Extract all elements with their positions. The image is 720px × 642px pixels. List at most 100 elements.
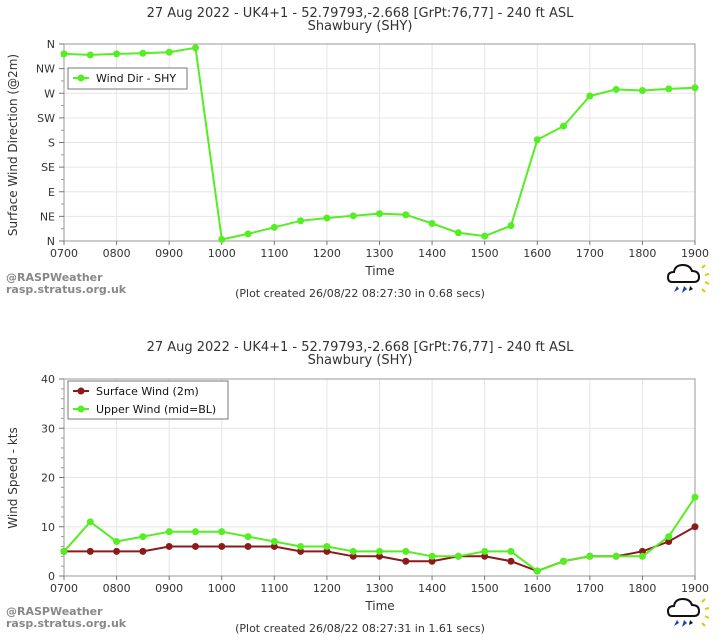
- chart1-x-tick-label: 1100: [260, 247, 288, 260]
- chart2-series-1-point: [218, 542, 226, 550]
- chart1-series-1-point: [454, 229, 462, 237]
- chart2-x-tick-label: 1600: [523, 582, 551, 595]
- chart2-x-tick-label: 1500: [471, 582, 499, 595]
- chart2-series-1-point: [507, 557, 515, 565]
- chart2-legend-label-surface: Surface Wind (2m): [96, 385, 199, 398]
- chart1-series-1-point: [481, 232, 489, 240]
- chart1-footer: (Plot created 26/08/22 08:27:30 in 0.68 …: [235, 287, 485, 300]
- chart1-series-1-point: [402, 211, 410, 219]
- chart1-series-1-point: [428, 219, 436, 227]
- chart1-legend: Wind Dir - SHY: [67, 67, 188, 90]
- chart2-series-2-point: [586, 552, 594, 560]
- wind-direction-chart: 27 Aug 2022 - UK4+1 - 52.79793,-2.668 [G…: [6, 6, 710, 300]
- chart1-series-1-point: [507, 222, 515, 230]
- chart2-series-1-point: [297, 547, 305, 555]
- chart2-series-2-point: [638, 552, 646, 560]
- chart2-x-tick-label: 1000: [208, 582, 236, 595]
- chart2-x-tick-label: 1800: [628, 582, 656, 595]
- chart2-series-1-point: [691, 523, 699, 531]
- chart1-title: 27 Aug 2022 - UK4+1 - 52.79793,-2.668 [G…: [147, 6, 575, 21]
- chart1-x-tick-label: 0900: [155, 247, 183, 260]
- chart2-x-axis-label: Time: [364, 599, 394, 613]
- chart2-series-1-point: [244, 542, 252, 550]
- chart2-series-2-point: [218, 528, 226, 536]
- chart1-x-tick-label: 1800: [628, 247, 656, 260]
- chart2-series-2-point: [349, 547, 357, 555]
- chart2-series-1-point: [113, 547, 121, 555]
- chart1-series-1-point: [349, 212, 357, 220]
- chart1-series-1-point: [270, 223, 278, 231]
- chart2-y-tick-label: 10: [41, 521, 55, 534]
- chart1-series-1-point: [533, 136, 541, 144]
- chart2-series-1-point: [86, 547, 94, 555]
- chart1-x-axis-label: Time: [364, 264, 394, 278]
- chart2-legend-marker-upper: [77, 405, 85, 413]
- chart2-series-2-point: [297, 542, 305, 550]
- chart1-series-1-point: [586, 92, 594, 100]
- chart2-series-2-point: [165, 528, 173, 536]
- chart2-legend-label-upper: Upper Wind (mid=BL): [96, 403, 216, 416]
- chart1-y-tick-label: E: [48, 186, 55, 199]
- chart2-x-tick-label: 0700: [50, 582, 78, 595]
- chart2-series-1-point: [270, 542, 278, 550]
- chart1-series-1-point: [665, 85, 673, 93]
- chart1-y-tick-label: S: [48, 137, 55, 150]
- chart2-series-2-point: [60, 547, 68, 555]
- chart2-subtitle: Shawbury (SHY): [308, 353, 413, 368]
- chart2-series-1-point: [323, 547, 331, 555]
- chart2-series-2-point: [270, 538, 278, 546]
- weather-cloud-sun-rain-icon-2: [666, 597, 710, 627]
- chart1-x-tick-label: 1300: [366, 247, 394, 260]
- chart2-x-tick-label: 1100: [260, 582, 288, 595]
- chart2-series-1-point: [191, 542, 199, 550]
- chart2-series-2-point: [507, 547, 515, 555]
- chart2-series-1-point: [165, 542, 173, 550]
- chart2-y-tick-label: 0: [48, 570, 55, 583]
- chart1-series-1-point: [376, 210, 383, 218]
- chart1-x-tick-label: 1400: [418, 247, 446, 260]
- chart1-series-1-point: [139, 49, 147, 57]
- chart1-series-1-point: [244, 230, 252, 238]
- chart2-legend-box: [67, 380, 229, 420]
- chart2-series-1-point: [481, 552, 489, 560]
- weather-cloud-sun-rain-icon: [666, 263, 710, 293]
- watermark-brand-2: @RASPWeather: [6, 605, 103, 618]
- chart1-y-tick-label: W: [44, 87, 55, 100]
- chart2-series-2-point: [191, 528, 199, 536]
- chart2-series-1-point: [428, 557, 436, 565]
- chart2-title: 27 Aug 2022 - UK4+1 - 52.79793,-2.668 [G…: [147, 340, 575, 355]
- chart2-series-2-point: [454, 552, 462, 560]
- chart2-legend: Surface Wind (2m) Upper Wind (mid=BL): [67, 380, 229, 420]
- chart2-legend-marker-surface: [77, 387, 85, 395]
- chart2-series-2-point: [533, 567, 541, 575]
- chart2-series-1-point: [139, 547, 147, 555]
- chart1-y-tick-label: N: [47, 235, 55, 248]
- chart1-y-tick-label: NW: [36, 63, 55, 76]
- chart2-series-2-point: [402, 547, 410, 555]
- chart1-x-tick-label: 1200: [313, 247, 341, 260]
- chart2-series-2-point: [612, 552, 620, 560]
- chart1-y-tick-label: N: [47, 38, 55, 51]
- chart1-series-1-point: [560, 122, 568, 130]
- chart1-x-tick-label: 1600: [523, 247, 551, 260]
- chart1-series-1-point: [60, 50, 68, 58]
- chart1-series-1-point: [638, 87, 646, 95]
- chart1-series-1-point: [297, 217, 305, 225]
- chart1-series-1-point: [323, 214, 331, 222]
- chart2-series-2-point: [139, 533, 147, 541]
- chart1-y-tick-label: NE: [40, 210, 55, 223]
- chart1-x-tick-label: 1000: [208, 247, 236, 260]
- chart2-series-2-point: [428, 552, 436, 560]
- chart2-series-2-point: [560, 557, 568, 565]
- chart1-y-axis-label: Surface Wind Direction (@2m): [6, 54, 20, 236]
- chart2-y-tick-label: 20: [41, 472, 55, 485]
- chart2-series-2-point: [113, 538, 121, 546]
- chart1-legend-box: [67, 67, 188, 90]
- chart1-series-1-point: [191, 44, 199, 52]
- chart2-series-1-point: [349, 552, 357, 560]
- watermark-site-2: rasp.stratus.org.uk: [6, 617, 127, 630]
- chart2-y-axis-label: Wind Speed - kts: [6, 427, 20, 528]
- chart2-x-tick-label: 1400: [418, 582, 446, 595]
- chart1-series-1-point: [165, 48, 173, 56]
